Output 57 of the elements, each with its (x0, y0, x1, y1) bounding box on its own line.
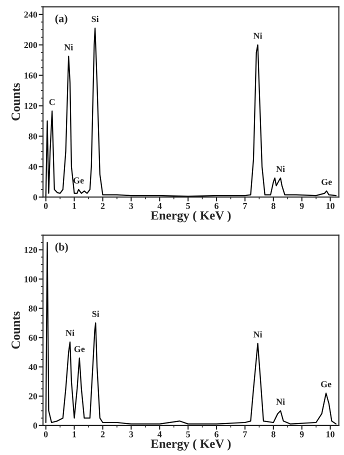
y-tick-label: 20 (28, 393, 38, 400)
x-tick-label: 5 (186, 203, 190, 210)
x-tick-label: 0 (44, 202, 48, 210)
x-tick-label: 8 (271, 431, 276, 438)
x-tick-label: 9 (300, 431, 304, 438)
x-tick-label: 3 (129, 431, 134, 438)
y-tick-label: 80 (28, 133, 38, 140)
x-tick-label: 2 (100, 202, 105, 209)
annotation: Ni (253, 32, 262, 39)
annotation: (b) (55, 242, 68, 253)
y-axis-title: Counts (12, 83, 20, 120)
y-tick-label: 100 (24, 276, 38, 282)
x-tick-label: 5 (186, 431, 190, 438)
annotation: (a) (55, 14, 68, 25)
x-tick-label: 8 (271, 202, 276, 210)
x-tick-label: 3 (129, 202, 134, 210)
annotation: C (49, 99, 55, 106)
annotation: Ni (253, 331, 262, 338)
x-tick-label: 2 (100, 431, 105, 438)
x-tick-label: 0 (44, 431, 48, 438)
annotation: Ni (276, 398, 285, 405)
annotation: Ni (66, 330, 74, 336)
x-tick-label: 1 (72, 202, 76, 209)
y-tick-label: 240 (24, 12, 38, 18)
x-tick-label: 7 (243, 431, 248, 438)
y-axis-title: Counts (12, 311, 20, 349)
x-tick-label: 4 (157, 431, 162, 438)
x-tick-label: 9 (300, 202, 304, 210)
x-tick-label: 6 (214, 431, 219, 438)
x-axis-title: Energy ( KeV ) (150, 210, 231, 222)
annotation: Si (92, 310, 100, 317)
y-tick-label: 0 (33, 422, 38, 429)
x-tick-label: 4 (157, 202, 162, 209)
x-tick-label: 10 (326, 431, 334, 438)
line-series (45, 28, 337, 198)
y-tick-label: 0 (33, 194, 38, 200)
x-tick-label: 1 (72, 431, 76, 438)
y-tick-label: 40 (28, 164, 38, 170)
x-tick-label: 10 (326, 202, 334, 210)
y-tick-label: 200 (24, 42, 38, 48)
annotation: Ge (74, 346, 85, 352)
y-tick-label: 60 (28, 334, 38, 341)
annotation: Ge (320, 381, 332, 388)
annotation: Si (92, 16, 99, 22)
y-tick-label: 160 (24, 72, 38, 79)
x-tick-label: 6 (214, 202, 219, 210)
line-series (45, 242, 337, 425)
x-tick-label: 7 (243, 203, 248, 209)
y-tick-label: 120 (24, 102, 38, 109)
x-axis-title: Energy ( KeV ) (150, 439, 231, 451)
y-tick-label: 120 (24, 246, 38, 254)
annotation: Ge (322, 178, 332, 186)
y-tick-label: 40 (28, 364, 38, 370)
annotation: Ge (73, 177, 84, 184)
annotation: Ni (64, 44, 73, 50)
y-tick-label: 80 (28, 305, 38, 312)
annotation: Ni (276, 166, 285, 172)
